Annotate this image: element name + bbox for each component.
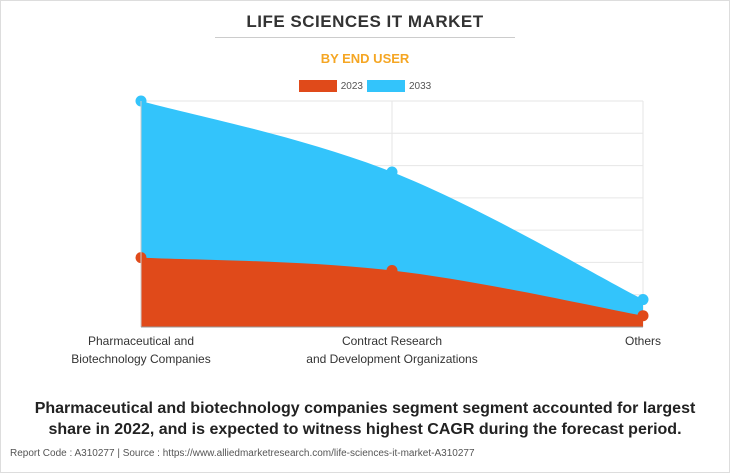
x-tick-label-line: Others (625, 334, 661, 348)
chart-subtitle: BY END USER (320, 51, 410, 66)
data-point-2033 (386, 166, 398, 178)
x-tick-label-line: Pharmaceutical and (88, 334, 194, 348)
data-point-2033 (637, 294, 649, 306)
legend-label-2023: 2023 (340, 80, 363, 92)
x-tick-label: Contract Research and Development Organiz… (306, 334, 477, 366)
legend-swatch-2023 (298, 80, 337, 92)
x-tick-label-line: Biotechnology Companies (71, 352, 210, 366)
footer: Report Code : A310277 | Source : https:/… (10, 448, 475, 459)
report-code: Report Code : A310277 (10, 448, 115, 459)
x-tick-label: Pharmaceutical and Biotechnology Companie… (71, 334, 210, 366)
footer-separator: | (117, 448, 120, 459)
area-series-2023 (141, 257, 643, 327)
legend-item-2033[interactable]: 2033 (367, 80, 431, 92)
data-point-2023 (637, 310, 649, 322)
area-chart: Pharmaceutical and Biotechnology Companie… (71, 95, 661, 366)
legend: 2023 2033 (0, 80, 730, 92)
title-divider (215, 37, 515, 38)
legend-item-2023[interactable]: 2023 (298, 80, 363, 92)
legend-label-2033: 2033 (409, 80, 432, 92)
x-tick-label: Others (625, 334, 661, 348)
data-point-2023 (386, 265, 398, 276)
x-tick-label-line: Contract Research (342, 334, 442, 348)
x-tick-label-line: and Development Organizations (306, 352, 477, 366)
legend-swatch-2033 (367, 80, 405, 92)
chart-caption: Pharmaceutical and biotechnology compani… (34, 400, 696, 438)
source-link[interactable]: Source : https://www.alliedmarketresearc… (122, 448, 475, 459)
chart-title: LIFE SCIENCES IT MARKET (246, 12, 484, 31)
